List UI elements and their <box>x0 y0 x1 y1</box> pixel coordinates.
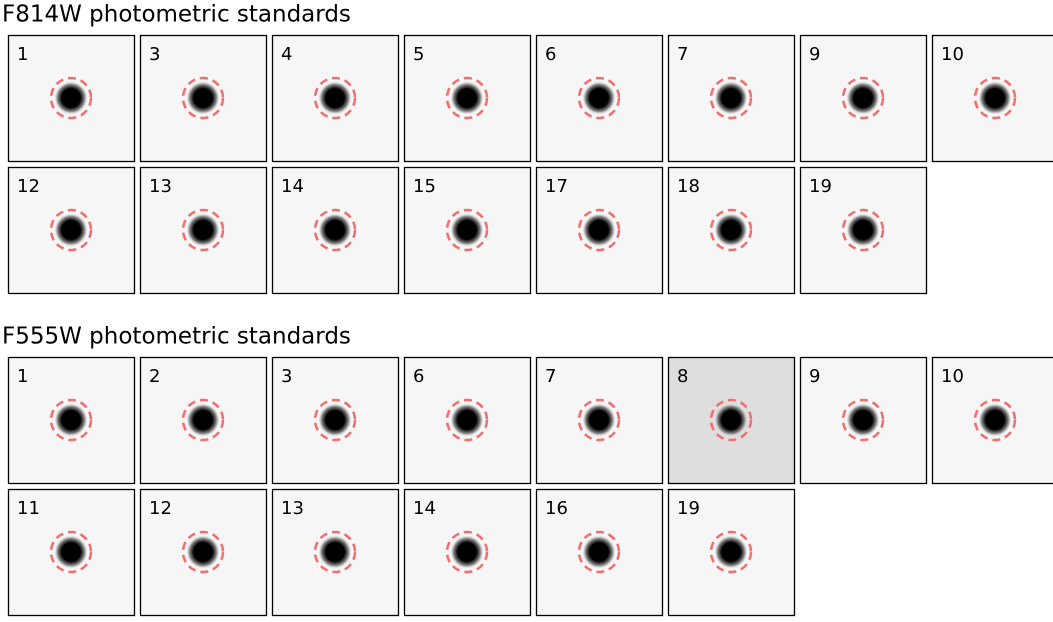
star <box>978 81 1012 115</box>
star <box>54 403 88 437</box>
panel-label: 4 <box>281 44 292 65</box>
star <box>582 81 616 115</box>
star <box>846 403 880 437</box>
panel-label: 10 <box>941 366 964 387</box>
panel-label: 19 <box>677 498 700 519</box>
panel-label: 1 <box>17 44 28 65</box>
panel-label: 5 <box>413 44 424 65</box>
panel-label: 16 <box>545 498 568 519</box>
star <box>318 213 352 247</box>
star <box>318 535 352 569</box>
panel-label: 6 <box>545 44 556 65</box>
star <box>846 81 880 115</box>
star <box>714 535 748 569</box>
panel-label: 14 <box>413 498 436 519</box>
star <box>846 213 880 247</box>
panel-label: 14 <box>281 176 304 197</box>
panel-label: 3 <box>281 366 292 387</box>
panel-label: 6 <box>413 366 424 387</box>
star <box>54 213 88 247</box>
panel-label: 10 <box>941 44 964 65</box>
star <box>450 213 484 247</box>
panel-label: 3 <box>149 44 160 65</box>
panel-label: 7 <box>677 44 688 65</box>
panel-label: 2 <box>149 366 160 387</box>
star <box>582 535 616 569</box>
section-title: F814W photometric standards <box>2 2 351 28</box>
section-title: F555W photometric standards <box>2 324 351 350</box>
panel-label: 15 <box>413 176 436 197</box>
star <box>54 81 88 115</box>
star <box>714 213 748 247</box>
star <box>450 81 484 115</box>
star <box>450 535 484 569</box>
star <box>186 81 220 115</box>
star <box>714 81 748 115</box>
panel-label: 1 <box>17 366 28 387</box>
panel-label: 11 <box>17 498 40 519</box>
panel-label: 19 <box>809 176 832 197</box>
panel-label: 12 <box>17 176 40 197</box>
panel-label: 13 <box>149 176 172 197</box>
star <box>318 81 352 115</box>
star <box>318 403 352 437</box>
panel-label: 9 <box>809 366 820 387</box>
panel-label: 13 <box>281 498 304 519</box>
panel-label: 7 <box>545 366 556 387</box>
star <box>582 213 616 247</box>
star <box>54 535 88 569</box>
star <box>186 535 220 569</box>
panel-label: 17 <box>545 176 568 197</box>
star <box>186 213 220 247</box>
panel-label: 18 <box>677 176 700 197</box>
star <box>582 403 616 437</box>
star <box>978 403 1012 437</box>
panel-label: 12 <box>149 498 172 519</box>
figure: F814W photometric standards1345679101213… <box>0 0 1053 622</box>
star <box>186 403 220 437</box>
panel-label: 9 <box>809 44 820 65</box>
star <box>450 403 484 437</box>
panel-label: 8 <box>677 366 688 387</box>
star <box>714 403 748 437</box>
